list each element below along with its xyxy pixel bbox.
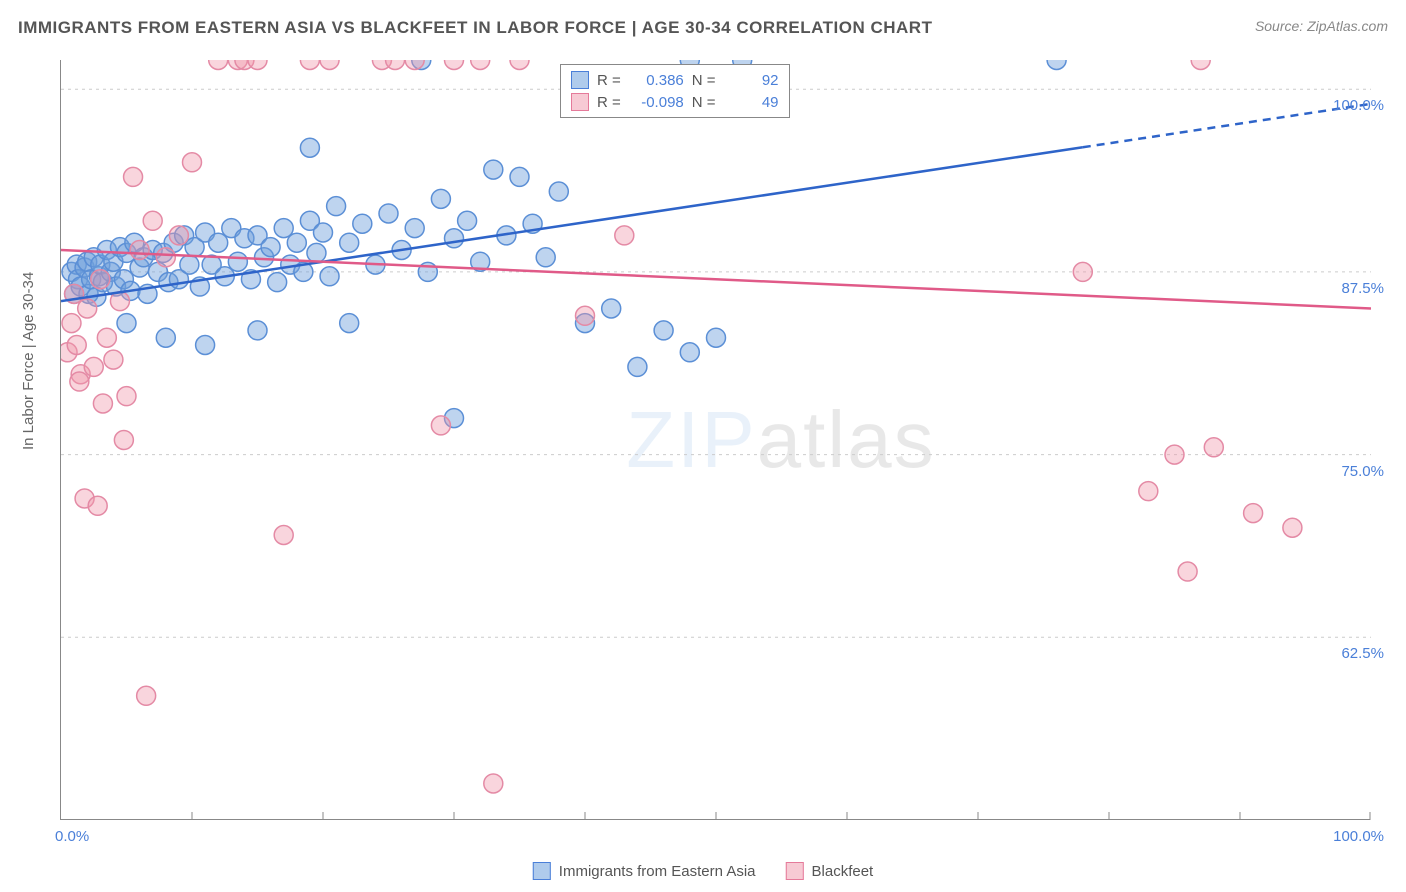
- s2-n-value: 49: [724, 94, 779, 111]
- plot-area: ZIPatlas: [60, 60, 1370, 820]
- n-label: N =: [692, 72, 716, 89]
- y-tick-label: 75.0%: [1341, 463, 1384, 480]
- stats-row-series1: R = 0.386 N = 92: [571, 69, 779, 91]
- r-label: R =: [597, 94, 621, 111]
- r-label: R =: [597, 72, 621, 89]
- s1-r-value: 0.386: [629, 72, 684, 89]
- x-max-label: 100.0%: [1333, 828, 1384, 845]
- legend-label-series1: Immigrants from Eastern Asia: [559, 863, 756, 880]
- x-min-label: 0.0%: [55, 828, 89, 845]
- legend-item-series1: Immigrants from Eastern Asia: [533, 862, 756, 880]
- s1-n-value: 92: [724, 72, 779, 89]
- legend-item-series2: Blackfeet: [786, 862, 874, 880]
- swatch-blue-icon: [571, 71, 589, 89]
- chart-container: IMMIGRANTS FROM EASTERN ASIA VS BLACKFEE…: [0, 0, 1406, 892]
- swatch-pink-icon: [786, 862, 804, 880]
- chart-title: IMMIGRANTS FROM EASTERN ASIA VS BLACKFEE…: [18, 18, 932, 38]
- swatch-blue-icon: [533, 862, 551, 880]
- y-tick-label: 62.5%: [1341, 645, 1384, 662]
- y-axis-title: In Labor Force | Age 30-34: [20, 272, 37, 450]
- y-tick-label: 87.5%: [1341, 280, 1384, 297]
- swatch-pink-icon: [571, 93, 589, 111]
- correlation-stats-box: R = 0.386 N = 92 R = -0.098 N = 49: [560, 64, 790, 118]
- n-label: N =: [692, 94, 716, 111]
- chart-svg: [61, 60, 1371, 820]
- legend-bottom: Immigrants from Eastern Asia Blackfeet: [533, 862, 873, 880]
- stats-row-series2: R = -0.098 N = 49: [571, 91, 779, 113]
- legend-label-series2: Blackfeet: [812, 863, 874, 880]
- source-attribution: Source: ZipAtlas.com: [1255, 18, 1388, 34]
- s2-r-value: -0.098: [629, 94, 684, 111]
- y-tick-label: 100.0%: [1333, 97, 1384, 114]
